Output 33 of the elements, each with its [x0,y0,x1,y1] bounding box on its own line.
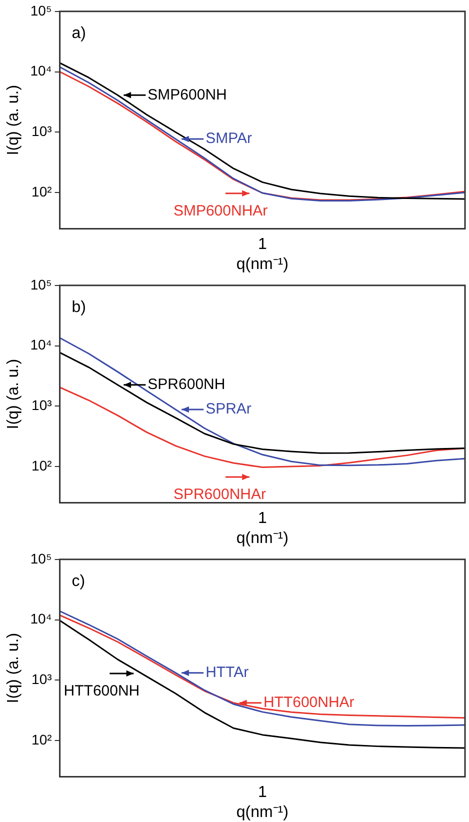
y-axis-title: I(q) (a. u.) [5,84,22,156]
legend-label: HTTAr [206,664,249,681]
y-tick-label: 10² [32,731,52,748]
y-tick-label: 10⁴ [30,336,52,353]
annotation: c) [72,572,86,590]
legend-label: SMPAr [206,130,252,148]
y-tick-label: 10⁴ [30,62,52,79]
text: 1 [258,510,267,528]
x-axis-title: q(nm⁻¹) [236,530,288,547]
y-tick-label: 10³ [32,670,52,687]
series-label: SPR600NHAr [173,486,266,504]
legend-label: SPRAr [206,400,252,418]
x-axis-title: q(nm⁻¹) [236,256,288,273]
y-tick-label: 10⁵ [30,2,52,18]
y-tick-label: 10⁵ [30,276,52,292]
series-label: SMP600NHAr [173,202,268,220]
series-label: HTT600NH [64,682,140,700]
y-tick-label: 10³ [32,122,52,139]
y-tick-label: 10² [32,457,52,474]
y-tick-label: 10² [32,183,52,200]
y-axis-title: I(q) (a. u.) [5,358,22,430]
annotation: b) [72,298,86,316]
text: 1 [258,236,267,254]
y-tick-label: 10⁴ [30,610,52,627]
y-tick-label: 10⁵ [30,550,52,566]
legend-label: SPR600NH [148,376,226,393]
y-axis-title: I(q) (a. u.) [5,632,22,704]
x-axis-title: q(nm⁻¹) [236,804,288,821]
y-tick-label: 10³ [32,396,52,413]
text: 1 [258,784,267,802]
annotation: a) [72,24,86,42]
legend-label: SMP600NH [148,86,227,104]
legend-label: HTT600NHAr [263,694,354,711]
